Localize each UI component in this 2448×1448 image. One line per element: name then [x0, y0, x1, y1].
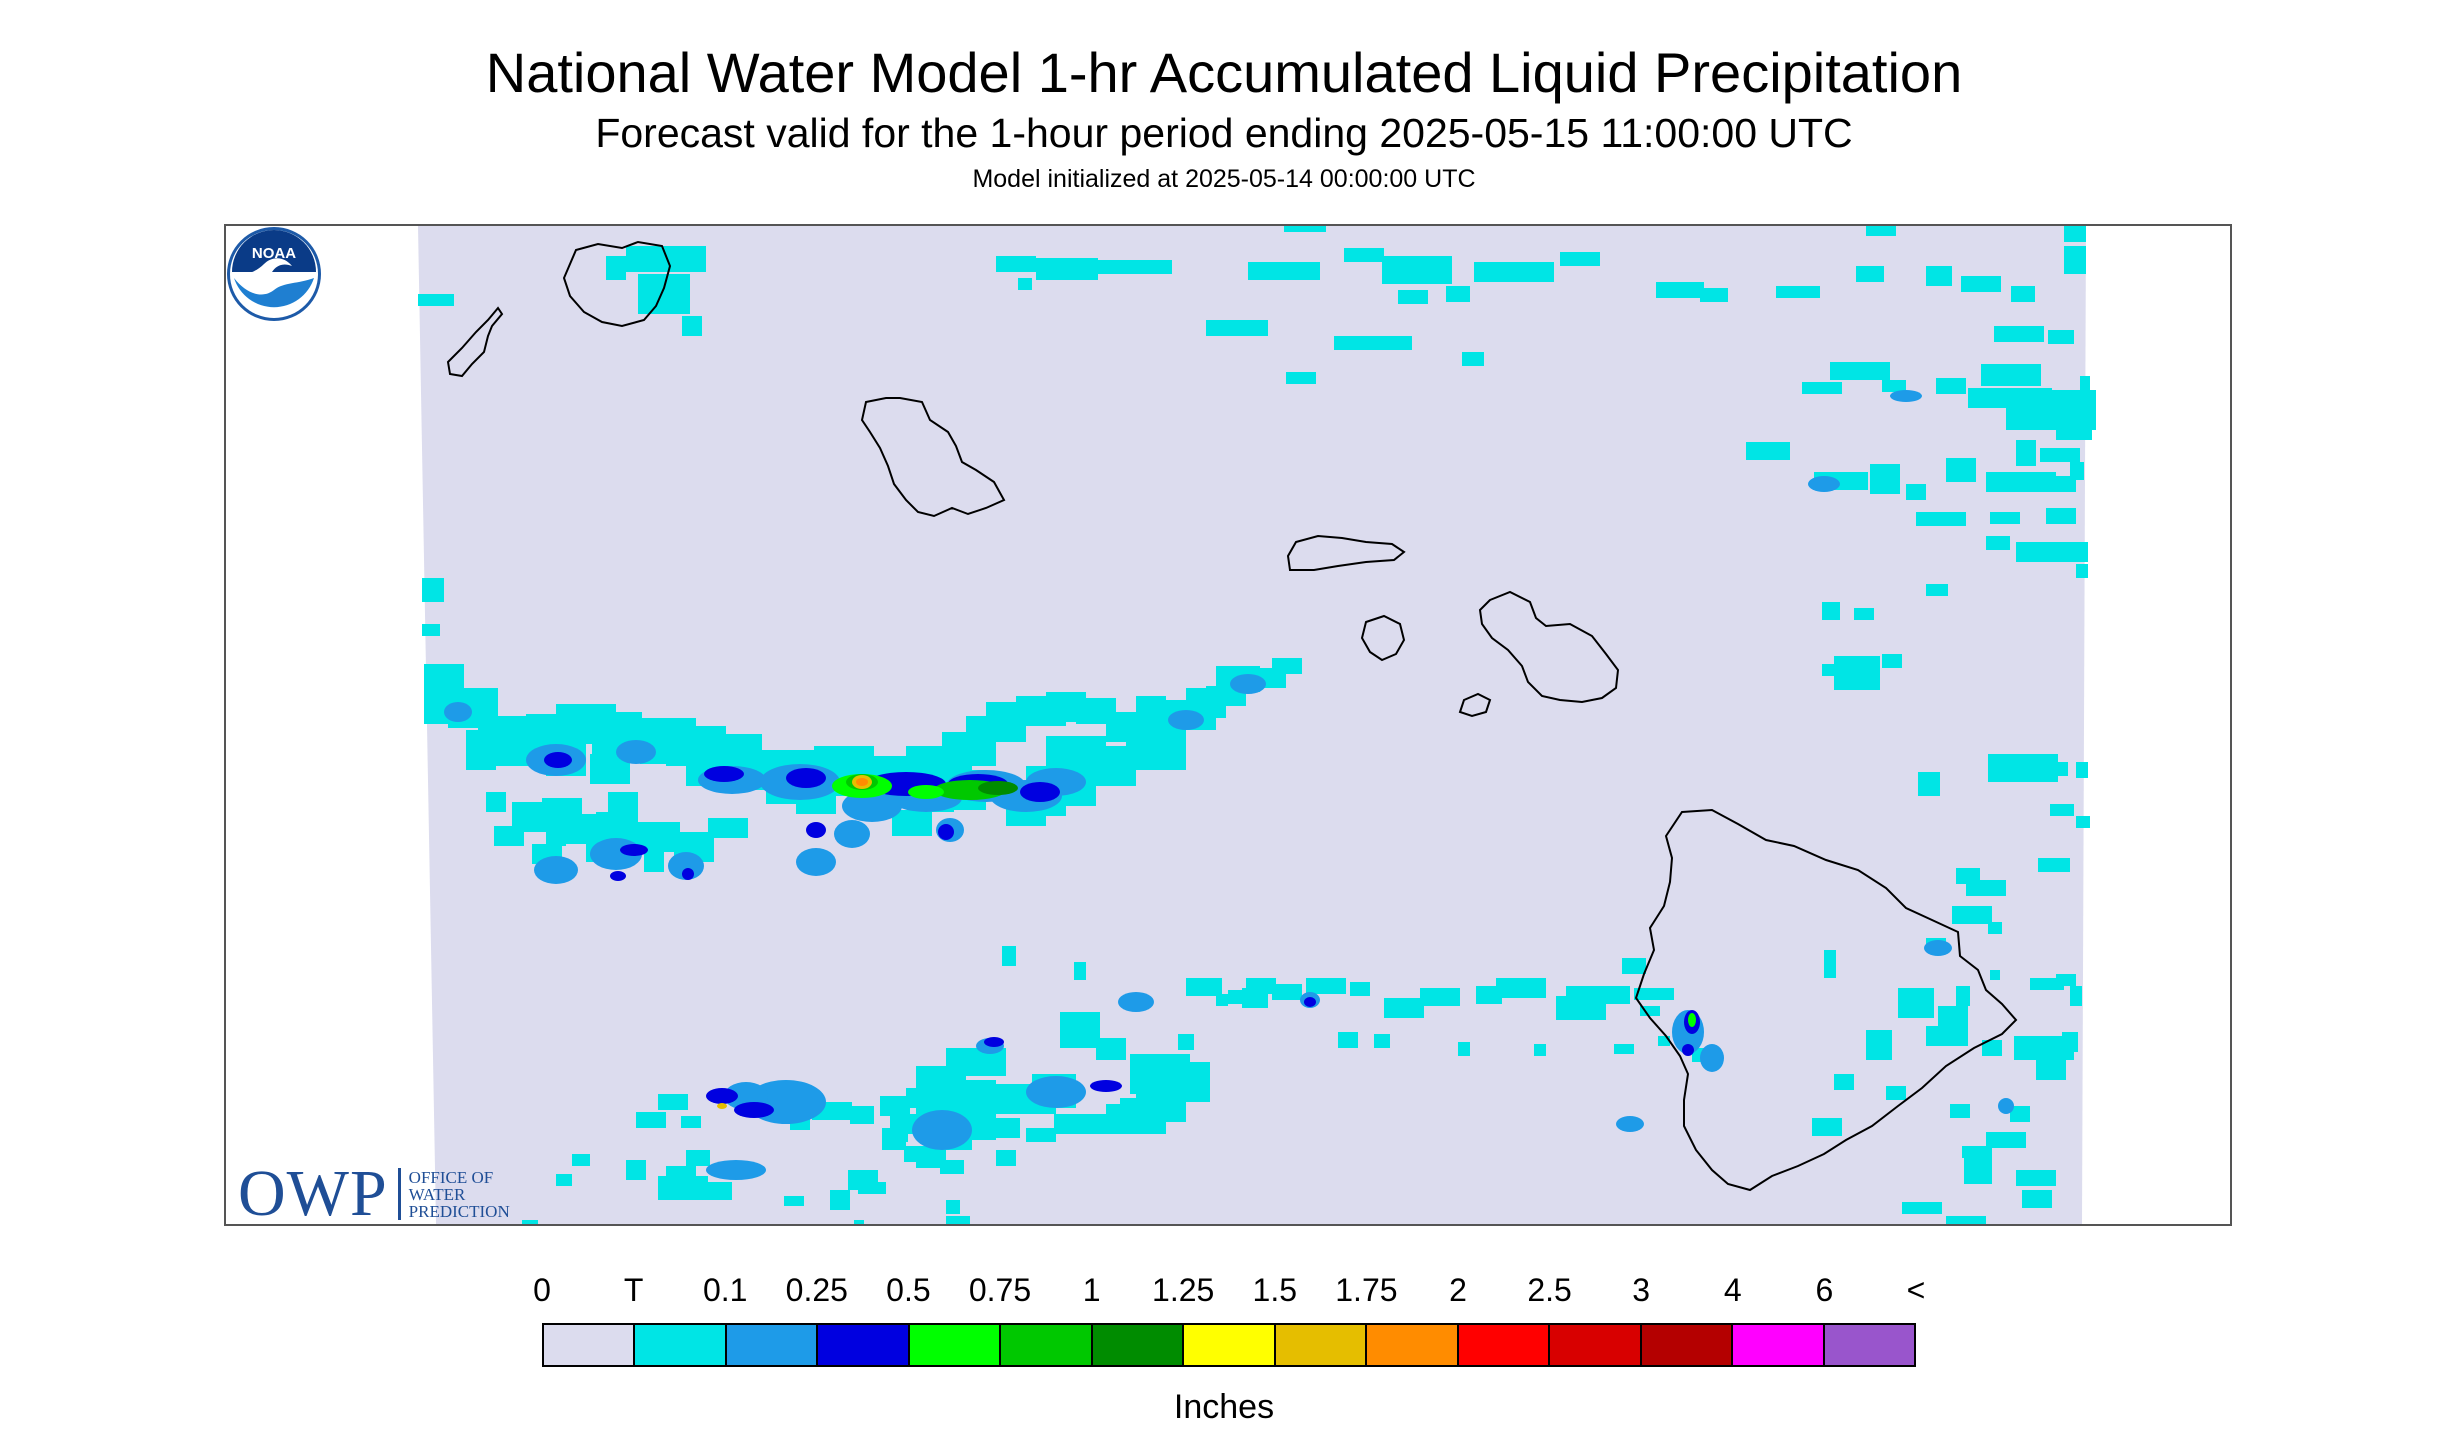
owp-logo-line2: WATER	[408, 1184, 466, 1204]
legend-labels: 0 T 0.1 0.25 0.5 0.75 1 1.25 1.5 1.75 2 2.5 3 4 6 <	[0, 1272, 2448, 1312]
noaa-logo-text: NOAA	[252, 245, 296, 262]
precipitation-map[interactable]: OWP OFFICE OF WATER PREDICTION NOAA	[224, 224, 2232, 1226]
noaa-logo-icon: NOAA	[227, 227, 321, 321]
kauai-outline	[562, 240, 672, 328]
maui-outline	[1478, 590, 1620, 704]
legend-tick-label: 6	[1815, 1272, 1834, 1308]
precip-peak-layer	[852, 775, 872, 789]
island-outlines	[446, 240, 2018, 1192]
legend-swatch	[1550, 1325, 1642, 1365]
legend-tick-label: T	[623, 1272, 644, 1308]
legend-tick-label: 0.75	[968, 1272, 1032, 1308]
legend-swatch	[1367, 1325, 1459, 1365]
map-title: National Water Model 1-hr Accumulated Li…	[485, 41, 1963, 104]
owp-logo-line3: PREDICTION	[408, 1201, 510, 1221]
legend-tick-label: 1	[1082, 1272, 1101, 1308]
legend-tick-label: 1.75	[1335, 1272, 1398, 1308]
hawaii-island-outline	[1634, 808, 2018, 1192]
map-canvas	[418, 226, 2096, 1224]
owp-logo-text: OFFICE OF WATER PREDICTION	[409, 1169, 510, 1220]
color-legend	[542, 1323, 1916, 1367]
kahoolawe-outline	[1458, 692, 1492, 718]
legend-swatch	[635, 1325, 727, 1365]
legend-swatch	[1824, 1325, 1915, 1365]
owp-logo-mark: OWP	[238, 1157, 388, 1226]
legend-swatch	[544, 1325, 636, 1365]
legend-swatch	[726, 1325, 819, 1365]
lanai-outline	[1360, 614, 1406, 662]
legend-tick-label: 1.5	[1252, 1272, 1298, 1308]
model-init-time: Model initialized at 2025-05-14 00:00:00…	[972, 165, 1476, 193]
legend-swatch	[1733, 1325, 1825, 1365]
legend-tick-label: 4	[1723, 1272, 1742, 1308]
legend-tick-label: 0.5	[886, 1272, 931, 1308]
legend-tick-label: 0.25	[785, 1272, 848, 1308]
map-subtitle: Forecast valid for the 1-hour period end…	[595, 110, 1853, 156]
legend-tick-label: 0.1	[702, 1272, 748, 1308]
legend-units: Inches	[1173, 1388, 1275, 1426]
legend-swatch	[1001, 1325, 1093, 1365]
legend-swatch	[1184, 1325, 1276, 1365]
legend-swatch	[1458, 1325, 1551, 1365]
niihau-outline	[446, 306, 504, 378]
owp-logo-divider	[397, 1168, 401, 1220]
legend-tick-label: 3	[1632, 1272, 1651, 1308]
legend-tick-label: 1.25	[1152, 1272, 1215, 1308]
legend-tick-label: 0	[533, 1272, 551, 1308]
owp-logo-line1: OFFICE OF	[408, 1167, 494, 1187]
legend-swatch	[1641, 1325, 1734, 1365]
legend-tick-label: <	[1906, 1272, 1926, 1308]
legend-tick-label: 2.5	[1527, 1272, 1572, 1308]
owp-logo: OWP OFFICE OF WATER PREDICTION	[238, 1156, 510, 1226]
oahu-outline	[860, 397, 1006, 518]
legend-swatch	[909, 1325, 1002, 1365]
legend-tick-label: 2	[1449, 1272, 1467, 1308]
molokai-outline	[1286, 534, 1406, 571]
precip-dark-blue-layer	[544, 752, 1700, 1118]
model-domain	[418, 226, 2086, 1224]
legend-swatch	[1275, 1325, 1368, 1365]
legend-swatch	[1092, 1325, 1185, 1365]
legend-swatch	[818, 1325, 910, 1365]
